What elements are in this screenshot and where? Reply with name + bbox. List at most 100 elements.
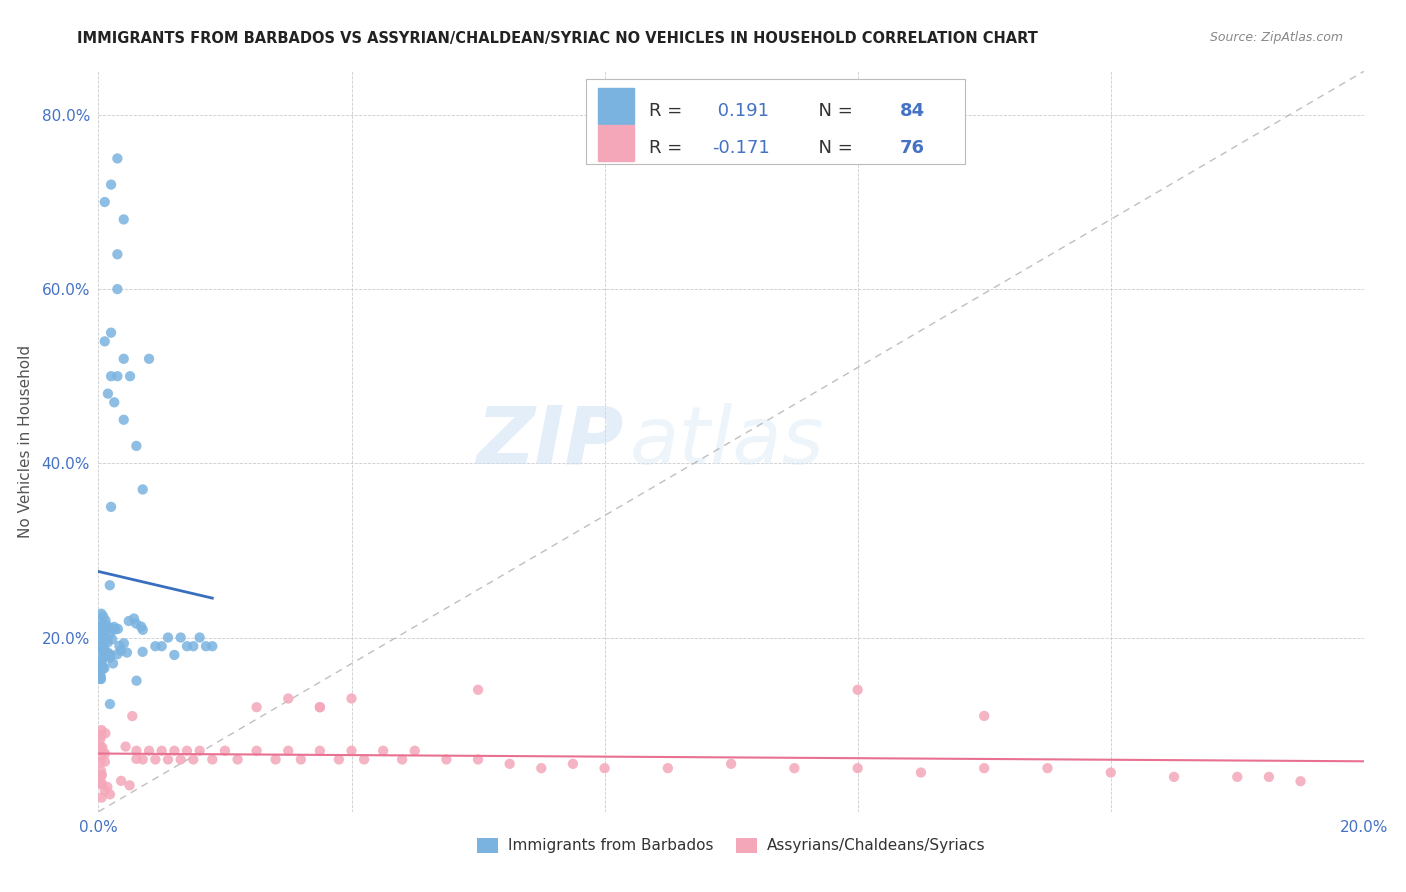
- Text: IMMIGRANTS FROM BARBADOS VS ASSYRIAN/CHALDEAN/SYRIAC NO VEHICLES IN HOUSEHOLD CO: IMMIGRANTS FROM BARBADOS VS ASSYRIAN/CHA…: [77, 31, 1038, 46]
- Point: [157, 631, 180, 645]
- Point: [226, 752, 249, 766]
- Point: [89, 670, 111, 684]
- Point: [498, 756, 520, 771]
- Point: [98, 578, 121, 592]
- Point: [107, 247, 129, 261]
- Point: [100, 178, 122, 192]
- Point: [93, 194, 117, 209]
- Point: [90, 668, 112, 682]
- Point: [163, 744, 186, 758]
- Point: [436, 752, 458, 766]
- Point: [122, 611, 145, 625]
- Point: [90, 658, 112, 673]
- Point: [1163, 770, 1185, 784]
- Legend: Immigrants from Barbados, Assyrians/Chaldeans/Syriacs: Immigrants from Barbados, Assyrians/Chal…: [471, 832, 991, 860]
- Point: [340, 744, 363, 758]
- Point: [90, 672, 112, 686]
- Point: [90, 764, 112, 778]
- Point: [90, 728, 112, 742]
- Point: [163, 648, 186, 662]
- Point: [100, 621, 122, 635]
- Point: [290, 752, 312, 766]
- Point: [201, 639, 224, 653]
- Point: [90, 607, 112, 621]
- Point: [94, 726, 117, 740]
- Point: [107, 152, 129, 166]
- Point: [309, 700, 332, 714]
- Point: [90, 790, 112, 805]
- Point: [107, 622, 129, 636]
- Point: [112, 413, 135, 427]
- Point: [1099, 765, 1122, 780]
- Point: [183, 639, 205, 653]
- Point: [91, 662, 114, 676]
- Point: [112, 636, 135, 650]
- Point: [973, 761, 995, 775]
- Point: [125, 744, 148, 758]
- Point: [104, 623, 127, 637]
- Text: ZIP: ZIP: [477, 402, 623, 481]
- Point: [90, 768, 112, 782]
- Point: [89, 628, 111, 642]
- Point: [973, 709, 995, 723]
- Point: [89, 664, 111, 678]
- Point: [97, 386, 120, 401]
- Point: [246, 744, 269, 758]
- Text: R =: R =: [648, 102, 688, 120]
- Point: [157, 752, 180, 766]
- Point: [89, 632, 111, 647]
- Point: [101, 657, 124, 671]
- Point: [91, 643, 114, 657]
- Point: [91, 609, 114, 624]
- Point: [91, 744, 114, 758]
- Point: [94, 614, 117, 628]
- Point: [561, 756, 585, 771]
- Point: [132, 623, 155, 637]
- Point: [277, 691, 299, 706]
- Point: [89, 777, 111, 791]
- FancyBboxPatch shape: [585, 78, 966, 164]
- Point: [98, 788, 121, 802]
- Point: [98, 626, 121, 640]
- Point: [100, 369, 122, 384]
- Point: [93, 640, 115, 655]
- Point: [176, 744, 198, 758]
- Point: [103, 395, 125, 409]
- Point: [309, 744, 332, 758]
- Point: [846, 761, 869, 775]
- Point: [90, 723, 112, 737]
- Point: [91, 633, 114, 648]
- Point: [720, 756, 742, 771]
- Point: [118, 778, 141, 792]
- Point: [89, 620, 111, 634]
- Point: [89, 644, 111, 658]
- Point: [169, 631, 191, 645]
- Point: [115, 646, 138, 660]
- Point: [97, 648, 120, 662]
- Point: [1289, 774, 1312, 789]
- Point: [309, 700, 332, 714]
- Text: Source: ZipAtlas.com: Source: ZipAtlas.com: [1209, 31, 1343, 45]
- Point: [91, 658, 114, 673]
- Point: [145, 639, 166, 653]
- Point: [150, 639, 173, 653]
- Point: [89, 739, 111, 753]
- Point: [90, 624, 112, 639]
- Point: [107, 282, 129, 296]
- Point: [97, 635, 120, 649]
- Point: [98, 648, 121, 662]
- Point: [98, 651, 121, 665]
- Point: [201, 752, 224, 766]
- Text: N =: N =: [807, 102, 859, 120]
- Point: [94, 618, 117, 632]
- Point: [97, 646, 120, 660]
- Y-axis label: No Vehicles in Household: No Vehicles in Household: [18, 345, 34, 538]
- Point: [90, 769, 112, 783]
- Point: [188, 744, 211, 758]
- Point: [467, 752, 489, 766]
- Point: [353, 752, 375, 766]
- Point: [783, 761, 806, 775]
- Point: [910, 765, 932, 780]
- Point: [404, 744, 426, 758]
- Point: [125, 439, 148, 453]
